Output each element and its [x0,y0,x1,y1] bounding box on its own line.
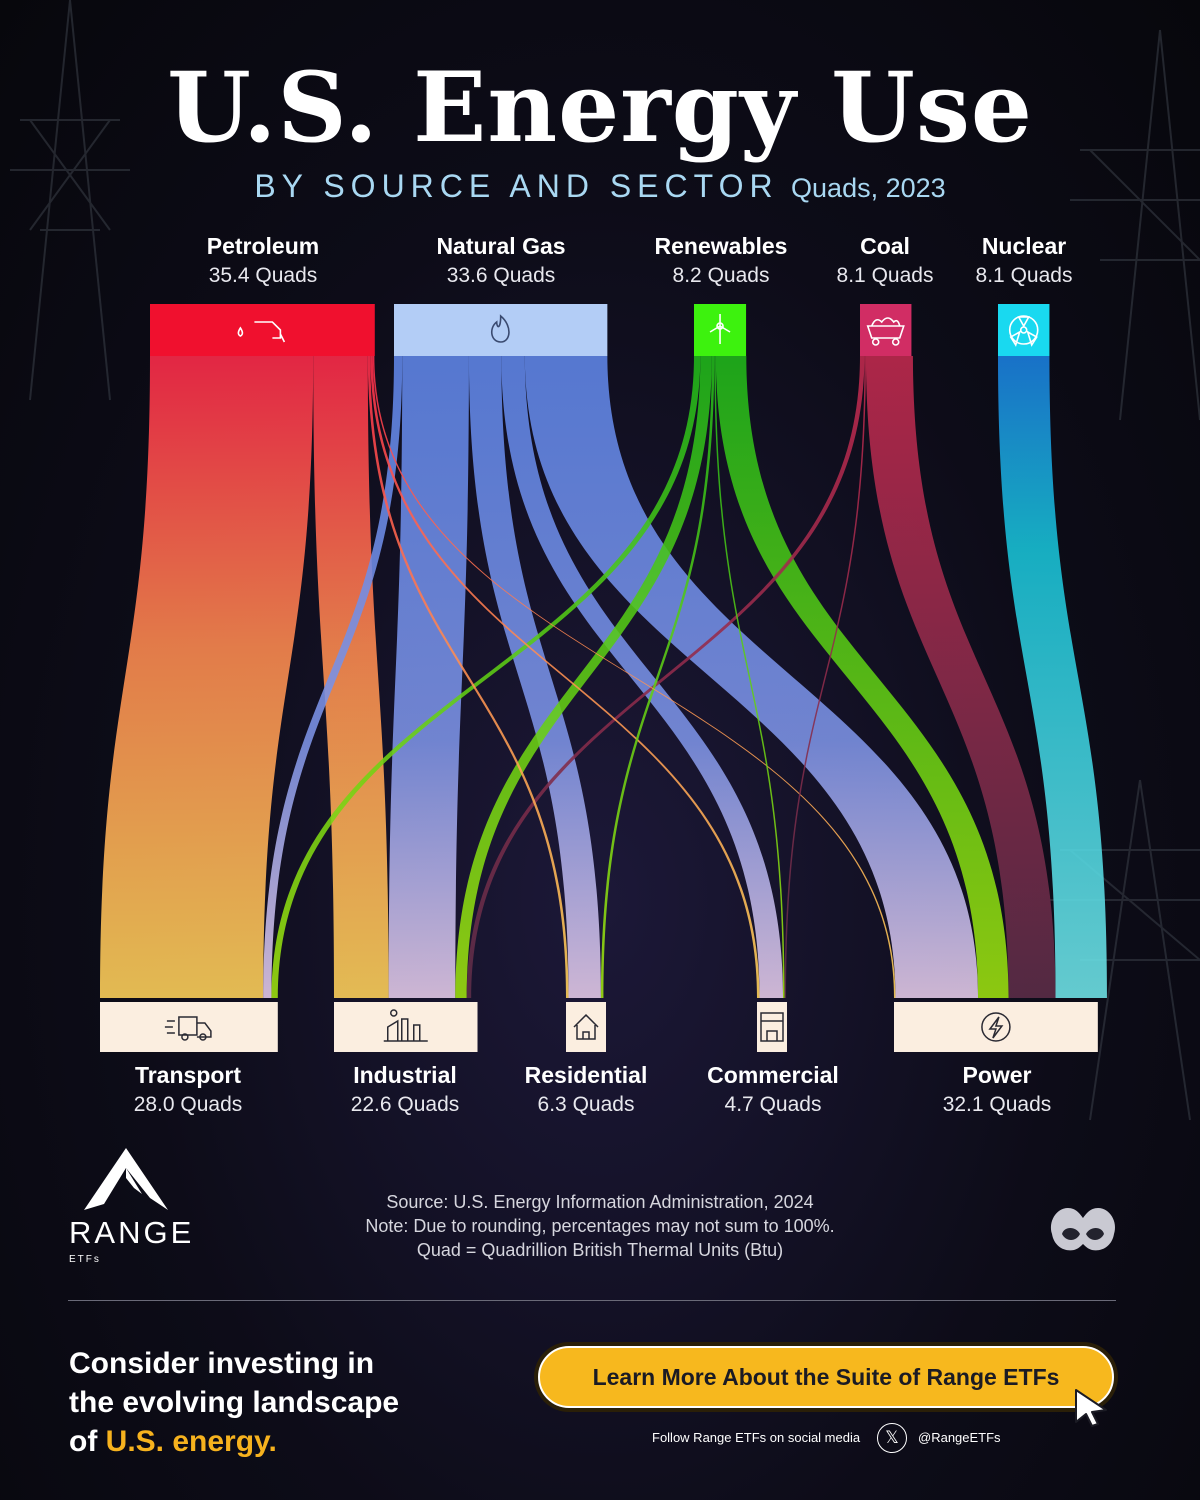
source-node-nuclear [998,304,1050,356]
source-name: Natural Gas [436,233,566,259]
sector-label-transport: Transport 28.0 Quads [78,1062,298,1117]
fuel-nozzle-icon [237,321,286,343]
sector-label-power: Power 32.1 Quads [887,1062,1107,1117]
flow-petroleum-to-transport [100,356,314,998]
sector-label-industrial: Industrial 22.6 Quads [295,1062,515,1117]
flow-coal-to-industrial [466,356,865,998]
flow-renewables-to-power [715,356,1009,998]
flow-nuclear-to-power [998,356,1107,998]
sector-name: Residential [524,1062,648,1088]
source-node-natural-gas [394,304,608,356]
sector-value: 6.3 Quads [537,1093,635,1116]
flow-natural-gas-to-commercial [501,356,784,998]
source-value: 35.4 Quads [208,264,318,287]
source-name: Petroleum [206,233,320,259]
brand-sub: ETFs [69,1254,101,1265]
house-icon [573,1013,599,1040]
sector-name: Industrial [353,1062,457,1088]
cta-line-2: the evolving landscape [69,1386,400,1419]
source-value: 8.2 Quads [672,264,770,287]
cta-message: Consider investing in the evolving lands… [69,1344,489,1461]
sector-name: Commercial [707,1062,839,1088]
sector-value: 32.1 Quads [942,1093,1052,1116]
flow-renewables-to-industrial [455,356,712,998]
page-title: U.S. Energy Use [167,51,1033,164]
source-node-renewables [694,304,747,356]
flow-petroleum-to-commercial [370,356,760,998]
storefront-icon [760,1012,784,1042]
source-node-petroleum [150,304,375,356]
sector-node-transport [100,1002,278,1052]
source-label-natural-gas: Natural Gas 33.6 Quads [401,233,601,288]
source-notes: Source: U.S. Energy Information Administ… [300,1190,900,1262]
source-label-petroleum: Petroleum 35.4 Quads [163,233,363,288]
follow-text: Follow Range ETFs on social media [652,1430,861,1445]
binoculars-icon [1050,1208,1116,1251]
flow-natural-gas-to-transport [263,356,403,998]
source-node-coal [860,304,912,356]
flow-renewables-to-commercial [714,356,785,998]
range-logo-icon [84,1148,168,1210]
rounding-note: Note: Due to rounding, percentages may n… [365,1216,835,1236]
flow-coal-to-power [865,356,1056,998]
delivery-truck-icon [164,1016,212,1041]
flow-natural-gas-to-residential [468,356,601,998]
quad-definition: Quad = Quadrillion British Thermal Units… [416,1240,784,1260]
flow-coal-to-commercial [784,356,866,998]
flow-natural-gas-to-power [524,356,979,998]
pointer-cursor-icon [1075,1389,1107,1427]
cta-line-3: of U.S. energy. [69,1422,489,1461]
source-node-layer [150,304,1050,356]
sector-node-industrial [334,1002,478,1052]
flow-renewables-to-transport [271,356,701,998]
factory-icon [383,1009,428,1042]
source-name: Coal [860,233,910,259]
x-social-icon[interactable]: 𝕏 [877,1423,907,1453]
flow-renewables-to-residential [600,356,715,998]
cta-line-3-prefix: of [69,1425,106,1458]
source-name: Renewables [654,233,788,259]
subtitle-row: BY SOURCE AND SECTOR Quads, 2023 [0,168,1200,205]
brand-name: RANGE [69,1215,195,1250]
source-value: 8.1 Quads [836,264,934,287]
unit-label: Quads, 2023 [791,173,946,203]
sector-name: Transport [134,1062,242,1088]
sector-label-residential: Residential 6.3 Quads [476,1062,696,1117]
flow-petroleum-to-industrial [313,356,389,998]
wind-turbine-icon [709,314,731,344]
social-handle[interactable]: @RangeETFs [918,1430,1001,1445]
cta-line-1: Consider investing in [69,1347,375,1380]
coal-cart-icon [866,317,905,346]
sector-label-commercial: Commercial 4.7 Quads [663,1062,883,1117]
divider [68,1300,1116,1301]
learn-more-button[interactable]: Learn More About the Suite of Range ETFs [538,1346,1114,1408]
source-label-nuclear: Nuclear 8.1 Quads [924,233,1124,288]
source-value: 8.1 Quads [975,264,1073,287]
source-label-renewables: Renewables 8.2 Quads [621,233,821,288]
radiation-icon [1008,315,1039,347]
sector-value: 28.0 Quads [133,1093,243,1116]
sector-value: 22.6 Quads [350,1093,460,1116]
sector-node-residential [566,1002,607,1052]
sector-node-power [894,1002,1098,1052]
flow-layer [100,356,1107,998]
cta-highlight: U.S. energy. [105,1425,277,1458]
source-name: Nuclear [981,233,1067,259]
sector-node-layer [100,1002,1098,1052]
sector-value: 4.7 Quads [724,1093,822,1116]
sector-node-commercial [757,1002,787,1052]
flow-petroleum-to-power [372,356,896,998]
lightning-icon [981,1012,1011,1042]
source-value: 33.6 Quads [446,264,556,287]
flame-icon [490,314,510,343]
page-subtitle: BY SOURCE AND SECTOR [254,168,779,204]
flow-natural-gas-to-industrial [388,356,469,998]
flow-petroleum-to-residential [367,356,569,998]
source-label-coal: Coal 8.1 Quads [785,233,985,288]
source-note: Source: U.S. Energy Information Administ… [386,1192,814,1212]
sector-name: Power [962,1062,1032,1088]
